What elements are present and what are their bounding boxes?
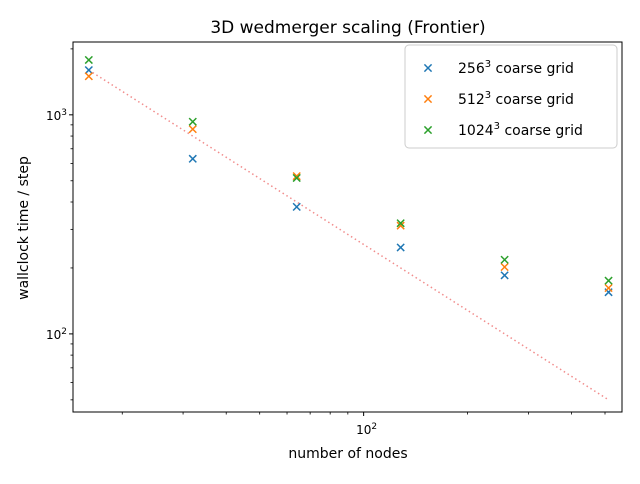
legend-label-0: 2563 coarse grid <box>458 59 574 77</box>
series-1-point-stroke <box>188 125 197 134</box>
legend-marker-1-stroke <box>423 94 433 104</box>
legend-marker-2-stroke <box>423 125 433 135</box>
data-points <box>84 55 613 297</box>
series-1-point-stroke <box>604 283 613 293</box>
legend-marker-0 <box>423 63 433 73</box>
y-tick-label: 103 <box>46 108 67 123</box>
plot-frame <box>72 41 623 413</box>
series-1-point <box>188 125 197 134</box>
series-1-point <box>500 262 509 272</box>
series-2-point <box>604 276 613 285</box>
axis-ticks: 102 102 103 <box>46 48 606 437</box>
series-2-point <box>292 173 301 183</box>
series-1-point-stroke <box>396 221 405 230</box>
legend-label-2: 10243 coarse grid <box>458 121 583 139</box>
series-2-point-stroke <box>396 219 405 228</box>
series-2-point-stroke <box>84 55 93 65</box>
series-0-point-stroke <box>84 65 93 75</box>
series-2-point-stroke <box>188 117 197 126</box>
series-2-point-stroke <box>292 173 301 183</box>
x-axis-label: number of nodes <box>288 446 407 462</box>
series-0-point-stroke <box>500 271 509 280</box>
series-1-point-stroke <box>500 262 509 272</box>
series-1-point <box>292 171 301 181</box>
legend-box <box>404 44 618 149</box>
series-0-point <box>396 243 405 252</box>
y-tick-label: 102 <box>46 327 67 342</box>
series-0-point <box>292 202 301 212</box>
series-0-point <box>500 271 509 280</box>
series-1-point <box>84 72 93 81</box>
series-2-point-stroke <box>500 255 509 264</box>
series-0-point-stroke <box>292 202 301 212</box>
series-1-point <box>604 283 613 293</box>
x-tick-label: 102 <box>356 422 377 437</box>
legend-marker-1 <box>423 94 433 104</box>
legend-label-1: 5123 coarse grid <box>458 90 574 108</box>
series-2-point <box>188 117 197 126</box>
series-0-point-stroke <box>188 154 197 163</box>
series-0-point <box>188 154 197 163</box>
series-2-point <box>500 255 509 264</box>
legend-marker-0-stroke <box>423 63 433 73</box>
series-1-point-stroke <box>84 72 93 81</box>
series-1-point-stroke <box>292 171 301 181</box>
y-axis-label: wallclock time / step <box>16 156 32 300</box>
series-1-point <box>396 221 405 230</box>
series-2-point-stroke <box>604 276 613 285</box>
series-2-point <box>396 219 405 228</box>
chart-title: 3D wedmerger scaling (Frontier) <box>210 18 485 38</box>
series-2-point <box>84 55 93 65</box>
legend: 2563 coarse grid 5123 coarse grid 10243 co… <box>404 44 618 149</box>
series-0-point-stroke <box>396 243 405 252</box>
series-0-point <box>84 65 93 75</box>
legend-marker-2 <box>423 125 433 135</box>
